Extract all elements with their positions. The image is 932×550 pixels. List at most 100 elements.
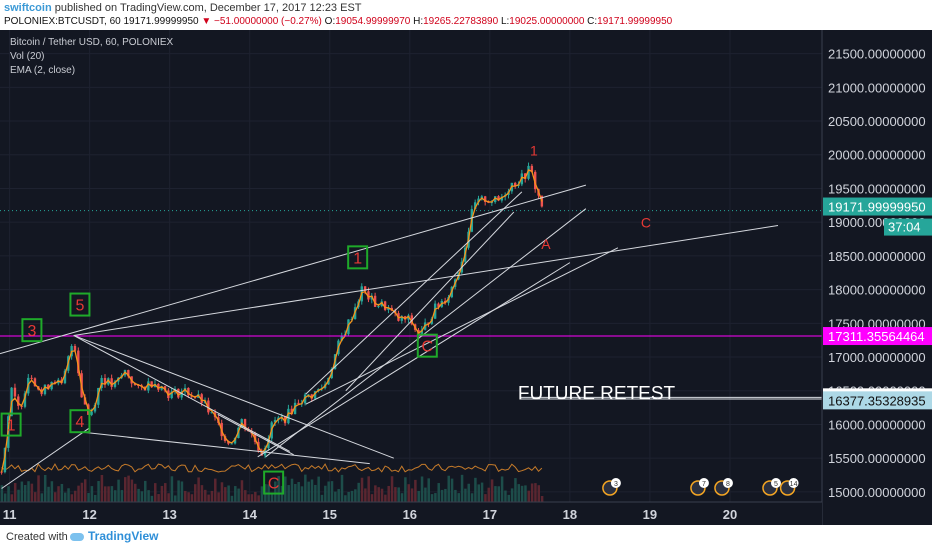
- candle-body: [367, 291, 370, 300]
- volume-bar: [127, 475, 130, 502]
- volume-bar: [417, 490, 420, 502]
- volume-bar: [140, 491, 144, 502]
- candle-body: [290, 408, 293, 415]
- trendline: [265, 208, 587, 458]
- level-price-tag: 17311.35564464: [828, 329, 925, 344]
- volume-bar: [43, 474, 47, 502]
- event-badge-count-bg: [722, 478, 733, 488]
- wave-label: C: [641, 215, 651, 231]
- volume-bar: [240, 480, 244, 502]
- volume-bar: [220, 482, 224, 502]
- volume-bar: [400, 493, 404, 502]
- volume-bar: [370, 494, 374, 502]
- volume-bar: [480, 482, 484, 502]
- volume-bar: [157, 494, 160, 502]
- candle-body: [400, 316, 403, 321]
- volume-bar: [390, 476, 394, 502]
- volume-bar: [190, 494, 194, 502]
- event-badge-count-bg: [610, 478, 621, 488]
- volume-bar: [287, 485, 290, 502]
- candle-body: [513, 182, 517, 186]
- volume-bar: [33, 492, 37, 502]
- volume-bar: [457, 493, 460, 502]
- tradingview-brand[interactable]: TradingView: [88, 529, 159, 543]
- volume-bar: [230, 495, 234, 502]
- candle-body: [293, 402, 297, 415]
- candle-body: [43, 384, 47, 395]
- future-retest-annotation: FUTURE RETEST: [518, 384, 676, 405]
- candle-body: [180, 391, 183, 398]
- volume-bar: [167, 493, 170, 502]
- author-link[interactable]: swiftcoin: [4, 2, 52, 14]
- volume-bar: [387, 485, 390, 502]
- chart-area[interactable]: 1 3 5 4 C 1 C 1 A C FUTURE RETEST 3 7 8 5 14 15000.00000…: [0, 30, 932, 525]
- volume-bar: [27, 481, 30, 502]
- candle-body: [107, 378, 110, 385]
- volume-bar: [247, 494, 250, 502]
- trendline: [217, 413, 294, 456]
- x-tick-label: 18: [563, 507, 577, 522]
- wave-label: 1: [7, 418, 16, 435]
- candle-body: [530, 165, 534, 172]
- y-tick-label: 21000.00000000: [828, 80, 926, 95]
- volume-bar: [380, 488, 384, 502]
- trendline: [1, 427, 90, 489]
- event-badge-count: 8: [726, 481, 730, 488]
- volume-bar: [290, 478, 294, 502]
- candle-body: [523, 173, 527, 179]
- y-tick-label: 18500.00000000: [828, 249, 926, 264]
- volume-bar: [334, 491, 337, 502]
- candle-body: [0, 471, 3, 473]
- close-label: C:: [587, 16, 598, 27]
- volume-bar: [470, 493, 474, 502]
- y-tick-label: 17000.00000000: [828, 350, 926, 365]
- volume-bar: [434, 493, 437, 502]
- candle-body: [477, 198, 480, 203]
- volume-bar: [250, 494, 254, 502]
- volume-bar: [150, 495, 154, 502]
- volume-bar: [524, 485, 527, 502]
- candle-body: [313, 391, 317, 399]
- y-tick-label: 15000.00000000: [828, 485, 926, 500]
- volume-bar: [297, 482, 300, 502]
- volume-bar: [237, 488, 240, 502]
- wave-label-box: [69, 292, 91, 317]
- price-change: ▼ −51.00000000 (−0.27%): [201, 16, 322, 27]
- y-tick-label: 21500.00000000: [828, 47, 926, 62]
- volume-bar: [87, 493, 90, 502]
- volume-bar: [530, 483, 534, 502]
- candle-body: [83, 397, 87, 405]
- volume-bar: [207, 494, 210, 502]
- candle-body: [497, 196, 500, 201]
- volume-bar: [13, 483, 17, 502]
- volume-bar: [70, 494, 74, 502]
- volume-bar: [460, 474, 464, 502]
- symbol-label: POLONIEX:BTCUSDT, 60: [4, 16, 121, 27]
- volume-bar: [327, 481, 330, 502]
- level-price-tag: 16377.35328935: [828, 393, 926, 408]
- last-price: 19171.99999950: [123, 16, 199, 27]
- volume-bar: [257, 495, 260, 502]
- candle-body: [23, 393, 27, 407]
- candle-body: [90, 411, 93, 415]
- candle-body: [170, 391, 173, 399]
- volume-bar: [274, 481, 277, 502]
- volume-bar: [117, 479, 120, 502]
- y-tick-label: 20000.00000000: [828, 148, 926, 163]
- volume-bar: [490, 479, 494, 502]
- legend-volume: Vol (20): [10, 51, 45, 62]
- volume-bar: [430, 494, 434, 502]
- level-price-tag-bg: [823, 391, 932, 410]
- volume-bar: [227, 485, 230, 502]
- candle-body: [373, 295, 377, 307]
- volume-bar: [234, 486, 237, 502]
- candle-body: [160, 386, 163, 390]
- volume-bar: [300, 486, 304, 502]
- candle-body: [77, 350, 80, 374]
- candle-body: [50, 381, 53, 390]
- volume-bar: [177, 480, 180, 502]
- low-label: L:: [500, 16, 510, 27]
- candle-body: [113, 381, 117, 387]
- volume-bar: [350, 490, 354, 502]
